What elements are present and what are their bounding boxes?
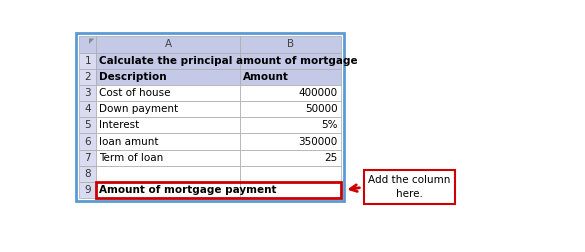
FancyBboxPatch shape: [97, 101, 240, 117]
Text: Down payment: Down payment: [99, 104, 178, 114]
FancyBboxPatch shape: [80, 182, 97, 198]
FancyBboxPatch shape: [364, 170, 455, 204]
FancyBboxPatch shape: [240, 182, 340, 198]
Text: 8: 8: [85, 169, 91, 179]
FancyBboxPatch shape: [97, 85, 240, 101]
FancyBboxPatch shape: [97, 150, 240, 166]
FancyBboxPatch shape: [80, 117, 97, 133]
Text: Amount of mortgage payment: Amount of mortgage payment: [99, 185, 277, 195]
FancyBboxPatch shape: [240, 85, 340, 101]
Text: Calculate the principal amount of mortgage: Calculate the principal amount of mortga…: [99, 56, 358, 66]
FancyBboxPatch shape: [80, 85, 97, 101]
Text: 5: 5: [85, 120, 91, 130]
FancyBboxPatch shape: [80, 53, 97, 69]
FancyBboxPatch shape: [97, 166, 240, 182]
FancyBboxPatch shape: [80, 36, 97, 53]
FancyBboxPatch shape: [80, 133, 97, 150]
Text: ◤: ◤: [89, 38, 94, 44]
FancyBboxPatch shape: [97, 53, 240, 69]
Text: 25: 25: [324, 153, 338, 163]
Text: 9: 9: [85, 185, 91, 195]
FancyBboxPatch shape: [80, 166, 97, 182]
FancyBboxPatch shape: [240, 69, 340, 85]
Text: loan amunt: loan amunt: [99, 137, 159, 146]
FancyBboxPatch shape: [80, 69, 97, 85]
FancyBboxPatch shape: [97, 36, 240, 53]
Text: Cost of house: Cost of house: [99, 88, 171, 98]
FancyBboxPatch shape: [80, 101, 97, 117]
FancyBboxPatch shape: [97, 182, 240, 198]
Text: 5%: 5%: [321, 120, 338, 130]
FancyBboxPatch shape: [240, 150, 340, 166]
Text: 3: 3: [85, 88, 91, 98]
Text: Add the column
here.: Add the column here.: [369, 175, 450, 199]
Text: B: B: [287, 40, 294, 49]
FancyBboxPatch shape: [240, 166, 340, 182]
FancyBboxPatch shape: [97, 133, 240, 150]
Text: 7: 7: [85, 153, 91, 163]
FancyBboxPatch shape: [240, 133, 340, 150]
FancyBboxPatch shape: [80, 150, 97, 166]
FancyBboxPatch shape: [240, 36, 340, 53]
FancyBboxPatch shape: [240, 101, 340, 117]
Text: 350000: 350000: [298, 137, 338, 146]
FancyBboxPatch shape: [76, 33, 343, 201]
Text: Amount: Amount: [243, 72, 289, 82]
FancyBboxPatch shape: [240, 53, 340, 69]
Text: 50000: 50000: [305, 104, 338, 114]
Text: Term of loan: Term of loan: [99, 153, 164, 163]
Text: Description: Description: [99, 72, 167, 82]
Text: 4: 4: [85, 104, 91, 114]
FancyBboxPatch shape: [240, 117, 340, 133]
Text: Interest: Interest: [99, 120, 140, 130]
FancyBboxPatch shape: [97, 117, 240, 133]
Text: 6: 6: [85, 137, 91, 146]
Text: A: A: [164, 40, 171, 49]
Text: 1: 1: [85, 56, 91, 66]
FancyBboxPatch shape: [97, 69, 240, 85]
Text: 2: 2: [85, 72, 91, 82]
Text: 400000: 400000: [298, 88, 338, 98]
